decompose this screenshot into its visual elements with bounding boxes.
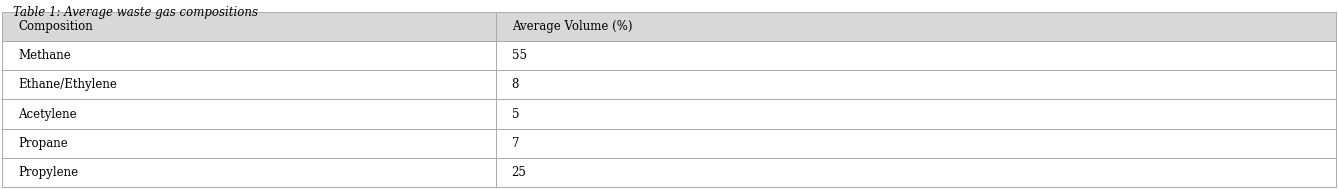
Bar — [495, 70, 1337, 99]
Text: Acetylene: Acetylene — [17, 108, 76, 121]
Text: 55: 55 — [511, 49, 527, 62]
Text: Methane: Methane — [17, 49, 71, 62]
Bar — [1, 129, 495, 158]
Bar — [1, 41, 495, 70]
Bar — [495, 129, 1337, 158]
Text: Propylene: Propylene — [17, 166, 78, 179]
Bar — [495, 158, 1337, 187]
Text: 25: 25 — [511, 166, 527, 179]
Text: Ethane/Ethylene: Ethane/Ethylene — [17, 78, 116, 91]
Bar — [1, 99, 495, 129]
Text: 7: 7 — [511, 137, 519, 150]
Text: Composition: Composition — [17, 20, 92, 33]
Text: 8: 8 — [511, 78, 519, 91]
Bar — [495, 99, 1337, 129]
Text: Table 1: Average waste gas compositions: Table 1: Average waste gas compositions — [13, 6, 258, 19]
Bar — [1, 12, 495, 41]
Text: Average Volume (%): Average Volume (%) — [511, 20, 632, 33]
Bar — [1, 158, 495, 187]
Text: 5: 5 — [511, 108, 519, 121]
Bar — [1, 70, 495, 99]
Bar — [495, 41, 1337, 70]
Text: Propane: Propane — [17, 137, 68, 150]
Bar — [495, 12, 1337, 41]
